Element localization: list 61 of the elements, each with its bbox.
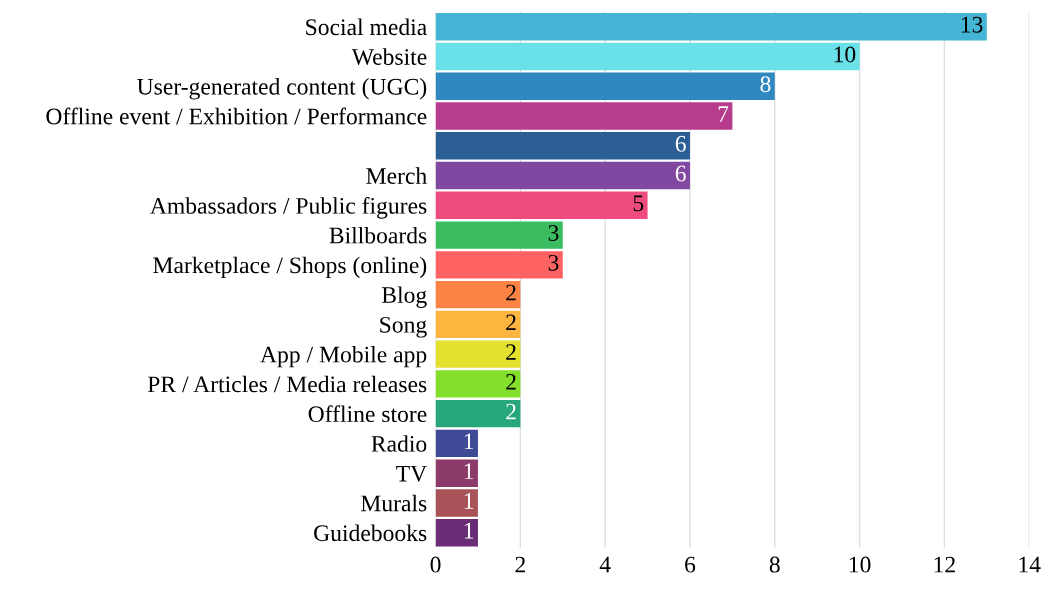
data-label: 3 — [548, 254, 559, 271]
data-label: 8 — [760, 76, 771, 93]
y-tick-label: Blog — [381, 286, 427, 308]
x-tick-label: 0 — [430, 556, 441, 573]
data-label: 6 — [675, 165, 686, 182]
y-tick-label: Guidebooks — [314, 524, 427, 542]
data-label: 5 — [633, 195, 644, 212]
bar — [435, 191, 648, 219]
bar — [435, 280, 521, 309]
data-label: 3 — [548, 225, 559, 241]
y-tick-label: App / Mobile app — [260, 345, 427, 368]
data-label: 6 — [675, 135, 686, 152]
bar — [435, 161, 690, 190]
bar — [435, 370, 521, 398]
bar — [435, 13, 987, 41]
y-tick-label: Offline store — [308, 405, 427, 423]
bar — [435, 251, 563, 279]
data-label: 2 — [506, 314, 516, 331]
data-label: 1 — [464, 433, 474, 450]
y-tick-label: Murals — [361, 494, 427, 512]
x-tick-label: 6 — [685, 556, 696, 573]
data-label: 1 — [464, 493, 474, 509]
y-tick-label: Ambassadors / Public figures — [150, 197, 427, 219]
y-tick-label: Radio — [371, 435, 427, 452]
bar — [435, 519, 478, 547]
bar — [435, 489, 478, 517]
y-tick-label: Offline event / Exhibition / Performance — [46, 107, 427, 125]
bar — [435, 310, 521, 339]
bar — [435, 221, 563, 249]
y-tick-label: Social media — [306, 18, 427, 36]
data-label: 2 — [506, 373, 516, 390]
y-tick-label: Merch — [366, 167, 427, 184]
data-label: 1 — [464, 522, 474, 539]
x-tick-label: 4 — [599, 556, 611, 573]
bar — [435, 72, 775, 100]
data-label: 13 — [961, 16, 983, 33]
bar — [435, 102, 733, 130]
y-tick-label: Marketplace / Shops (online) — [153, 256, 427, 279]
bar — [435, 459, 478, 487]
x-tick-label: 10 — [849, 556, 871, 573]
x-tick-label: 8 — [769, 556, 780, 573]
y-tick-label: Website — [351, 48, 427, 66]
y-tick-label: Billboards — [329, 226, 427, 244]
data-label: 2 — [506, 284, 516, 301]
y-tick-label: TV — [396, 465, 427, 482]
y-tick-label: User-generated content (UGC) — [137, 78, 427, 100]
x-tick-label: 14 — [1019, 556, 1041, 573]
y-tick-label: Song — [380, 316, 427, 338]
data-label: 7 — [718, 106, 729, 122]
data-label: 1 — [464, 463, 474, 479]
bar — [435, 132, 690, 160]
data-label: 10 — [834, 46, 856, 63]
data-label: 2 — [506, 403, 516, 420]
bar — [435, 399, 521, 428]
bar — [435, 429, 478, 458]
y-tick-label: PR / Articles / Media releases — [147, 375, 427, 393]
bar — [435, 340, 521, 368]
x-tick-label: 12 — [934, 556, 955, 573]
data-label: 2 — [506, 344, 516, 360]
bar — [435, 42, 860, 71]
x-tick-label: 2 — [515, 556, 525, 573]
